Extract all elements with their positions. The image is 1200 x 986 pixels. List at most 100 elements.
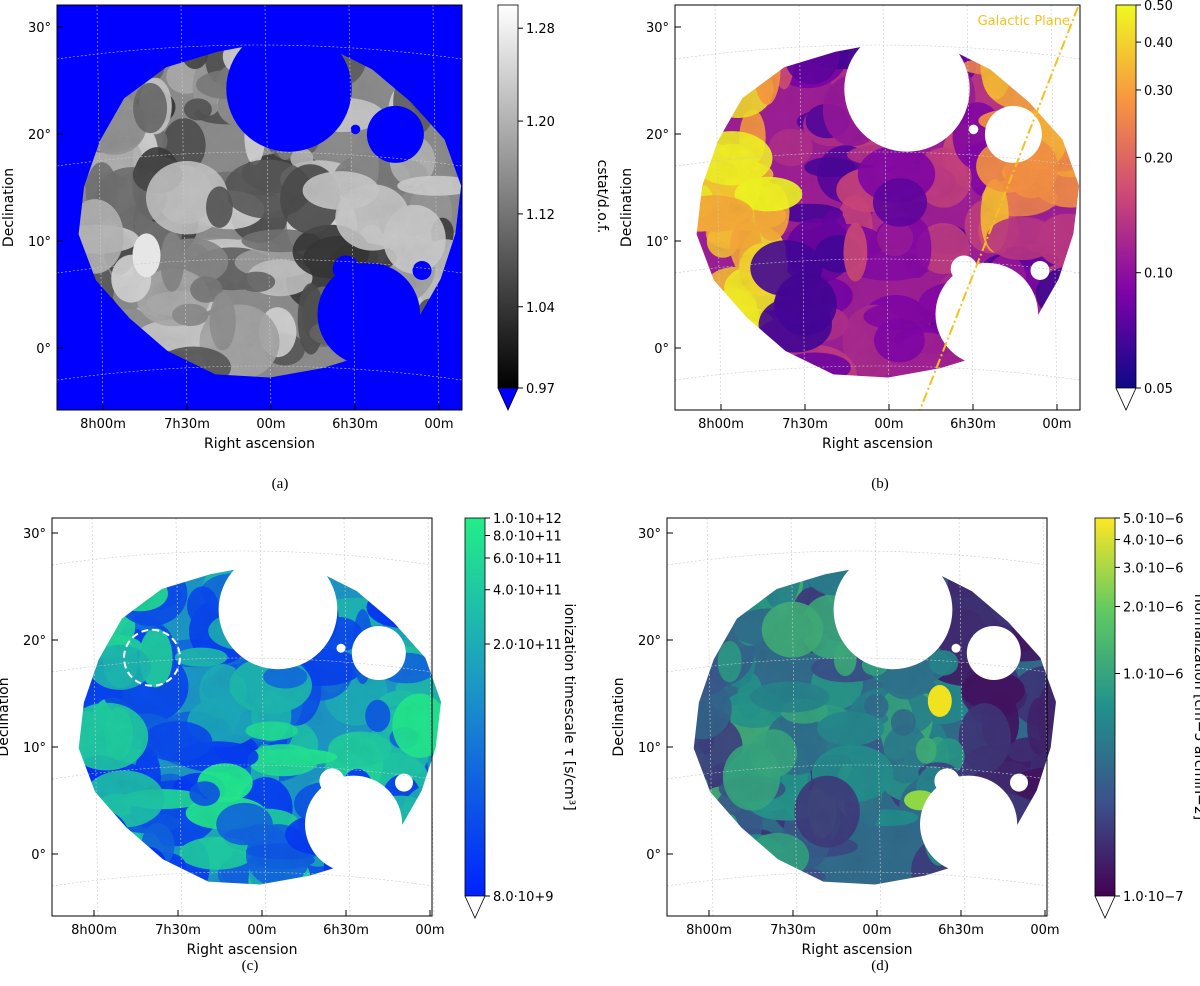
colorbar-tick-label: 8.0·10+11 [493, 529, 562, 544]
colorbar [497, 4, 519, 389]
plot-frame [666, 517, 1048, 917]
y-tick-label: 10° [638, 741, 661, 756]
panel-3: 8h00m 7h30m 00m 6h30m 00m 0° 10° 20° 30° Right as… [611, 512, 1200, 974]
colorbar-extend-triangle [464, 895, 486, 919]
masked-source-3 [319, 768, 345, 794]
x-tick-label: 8h00m [80, 417, 126, 432]
masked-source-4 [1030, 261, 1050, 280]
y-tick-label: 30° [638, 527, 661, 542]
plot-frame [674, 4, 1081, 411]
colorbar-extend-triangle [497, 387, 519, 411]
panel-caption: (d) [871, 958, 889, 974]
colorbar-extend-triangle [1115, 387, 1137, 411]
masked-source-2 [935, 262, 1039, 366]
masked-source-5 [350, 124, 361, 135]
y-tick-label: 10° [28, 235, 51, 250]
masked-source-1 [366, 105, 424, 163]
masked-source-2 [920, 775, 1018, 873]
y-tick-label: 0° [36, 342, 51, 357]
panel-caption: (a) [272, 476, 289, 492]
colorbar-tick-label: 0.50 [1144, 0, 1173, 14]
x-axis-title: Right ascension [822, 436, 933, 452]
masked-source-4 [395, 773, 413, 792]
x-tick-label: 00m [247, 923, 276, 938]
masked-source-0 [218, 550, 338, 670]
y-tick-label: 30° [23, 527, 46, 542]
x-tick-label: 8h00m [686, 923, 732, 938]
ra-grid-line [432, 4, 440, 411]
x-tick-label: 00m [424, 417, 453, 432]
masked-source-2 [305, 775, 403, 873]
panel-caption: (c) [242, 958, 259, 974]
masked-source-5 [968, 124, 979, 135]
ra-grid-line [714, 4, 722, 411]
colorbar-tick-label: 1.0·10−6 [1123, 668, 1184, 683]
panel-0: 8h00m 7h30m 00m 6h30m 00m 0° 10° 20° 30° Right as… [1, 4, 610, 492]
masked-source-3 [332, 255, 360, 283]
ra-grid-line [180, 4, 188, 411]
colorbar-tick-label: 0.20 [1144, 151, 1173, 166]
colorbar-tick-label: 1.28 [526, 22, 555, 37]
plot-frame [51, 517, 433, 917]
x-tick-label: 7h30m [164, 417, 210, 432]
colorbar [1094, 517, 1116, 897]
y-axis-title: Declination [619, 168, 635, 247]
masked-source-1 [966, 626, 1021, 680]
y-tick-label: 20° [23, 634, 46, 649]
x-tick-label: 6h30m [950, 417, 996, 432]
colorbar-tick-label: 5.0·10−6 [1123, 512, 1184, 527]
x-tick-label: 7h30m [155, 923, 201, 938]
ra-grid-line [96, 4, 104, 411]
y-axis-title: Declination [1, 168, 17, 247]
colorbar-tick-label: 3.0·10−6 [1123, 561, 1184, 576]
ra-grid-line [264, 4, 272, 411]
colorbar [464, 517, 486, 897]
y-tick-label: 0° [646, 848, 661, 863]
colorbar-extend-triangle [1094, 895, 1116, 919]
colorbar-tick-label: 1.20 [526, 115, 555, 130]
masked-source-2 [317, 262, 421, 366]
y-tick-label: 30° [28, 21, 51, 36]
x-tick-label: 8h00m [698, 417, 744, 432]
masked-source-5 [336, 643, 346, 653]
colorbar-tick-label: 4.0·10+11 [493, 584, 562, 599]
x-tick-label: 6h30m [938, 923, 984, 938]
ra-grid-line [882, 4, 890, 411]
x-axis-title: Right ascension [802, 942, 913, 958]
y-tick-label: 20° [28, 128, 51, 143]
colorbar-tick-label: 6.0·10+11 [493, 552, 562, 567]
x-tick-label: 6h30m [323, 923, 369, 938]
ra-grid-line [348, 4, 356, 411]
masked-source-0 [844, 26, 970, 152]
colorbar-tick-label: 2.0·10+11 [493, 638, 562, 653]
colorbar-label: normalization [cm−5 arcmin−2] [1191, 594, 1200, 820]
masked-source-1 [984, 105, 1042, 163]
masked-source-0 [226, 26, 352, 152]
ra-grid-line [966, 4, 974, 411]
x-axis-title: Right ascension [187, 942, 298, 958]
colorbar-label: cstat/d.o.f. [594, 160, 610, 234]
region-circle [123, 628, 181, 687]
masked-source-1 [351, 626, 406, 680]
ra-grid-line [798, 4, 806, 411]
colorbar-tick-label: 0.40 [1144, 36, 1173, 51]
colorbar-tick-label: 1.0·10−7 [1123, 890, 1184, 905]
y-tick-label: 20° [646, 128, 669, 143]
y-tick-label: 0° [31, 848, 46, 863]
y-tick-label: 10° [23, 741, 46, 756]
y-tick-label: 30° [646, 21, 669, 36]
x-tick-label: 7h30m [782, 417, 828, 432]
colorbar-tick-label: 1.12 [526, 208, 555, 223]
y-axis-title: Declination [0, 677, 12, 756]
panel-2: 8h00m 7h30m 00m 6h30m 00m 0° 10° 20° 30° Right as… [0, 512, 577, 974]
colorbar-tick-label: 8.0·10+9 [493, 890, 554, 905]
x-tick-label: 8h00m [71, 923, 117, 938]
x-tick-label: 00m [874, 417, 903, 432]
x-tick-label: 00m [256, 417, 285, 432]
masked-source-5 [951, 643, 961, 653]
y-tick-label: 10° [646, 235, 669, 250]
ra-grid-line [1050, 4, 1058, 411]
colorbar-tick-label: 0.10 [1144, 267, 1173, 282]
colorbar-tick-label: 1.04 [526, 301, 555, 316]
plot-frame [56, 4, 463, 411]
